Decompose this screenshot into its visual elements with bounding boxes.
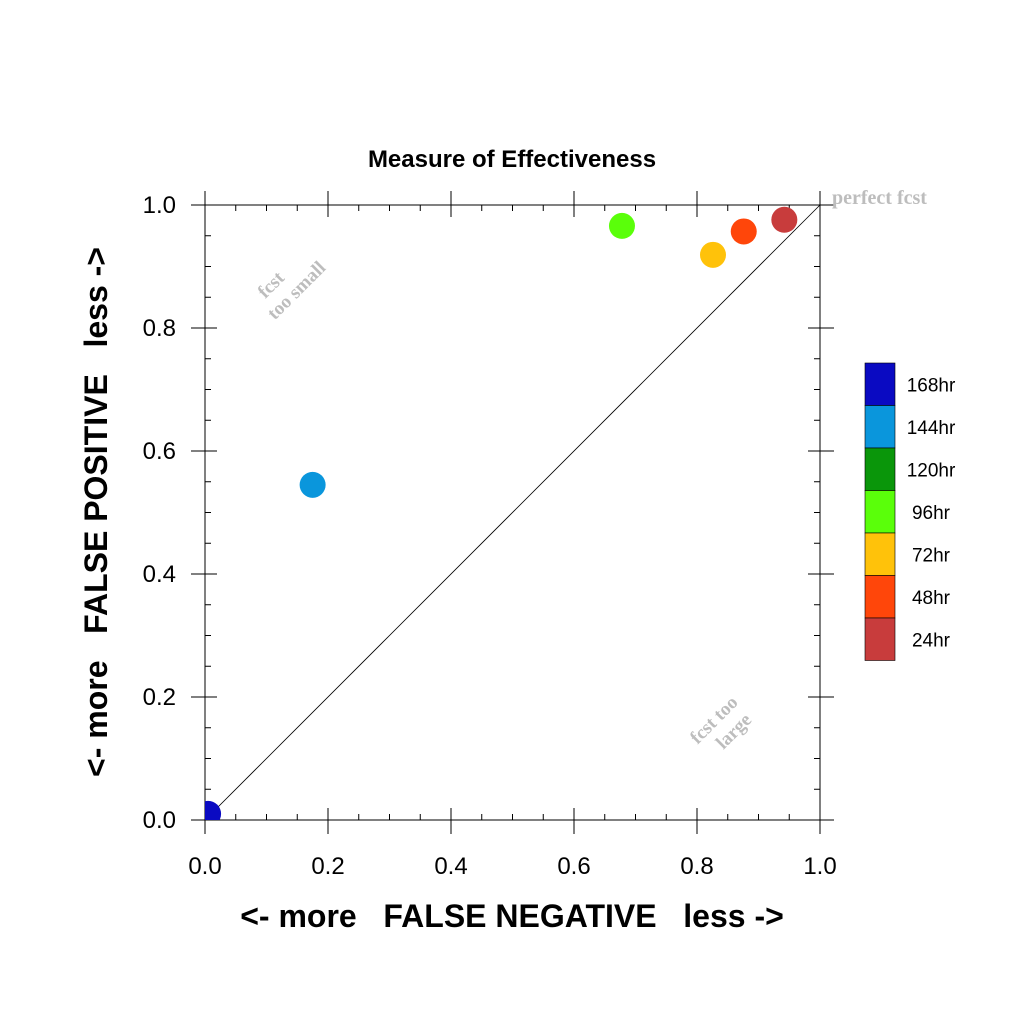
y-tick-label: 0.0 [143, 807, 176, 834]
annotation-fcst-too-large: fcst too large [686, 692, 756, 753]
legend-swatch-24hr [864, 617, 896, 661]
x-tick-label: 0.0 [188, 853, 221, 880]
data-point-144hr [299, 471, 326, 498]
data-point-96hr [608, 212, 635, 239]
data-point-72hr [699, 241, 726, 268]
legend-label-144hr: 144hr [907, 418, 956, 439]
legend-swatch-72hr [864, 532, 896, 576]
x-tick-label: 0.4 [434, 853, 467, 880]
data-point-48hr [730, 218, 757, 245]
legend-label-120hr: 120hr [907, 460, 956, 481]
legend-swatch-48hr [864, 575, 896, 619]
x-axis-label: <- more FALSE NEGATIVE less -> [240, 898, 784, 934]
legend-swatch-120hr [864, 447, 896, 491]
tick-labels: 0.0 0.2 0.4 0.6 0.8 1.0 0.0 0.2 0.4 0.6 0.8 1.0 [143, 192, 837, 880]
annotation-fcst-too-small: fcst too small [254, 257, 330, 324]
annotation-perfect-fcst: perfect fcst [832, 187, 927, 209]
y-tick-label: 0.4 [143, 561, 176, 588]
data-point-24hr [771, 206, 798, 233]
legend-label-168hr: 168hr [907, 375, 956, 396]
y-tick-label: 1.0 [143, 192, 176, 219]
x-tick-label: 0.2 [311, 853, 344, 880]
chart-title: Measure of Effectiveness [368, 146, 656, 173]
x-tick-label: 1.0 [803, 853, 836, 880]
legend-label-72hr: 72hr [912, 545, 951, 566]
legend-swatch-144hr [864, 405, 896, 449]
legend-label-96hr: 96hr [912, 503, 951, 524]
data-points [205, 206, 798, 820]
x-tick-label: 0.6 [557, 853, 590, 880]
legend-swatch-168hr [864, 362, 896, 406]
diagonal-reference-line [204, 204, 821, 821]
x-tick-label: 0.8 [680, 853, 713, 880]
legend-label-24hr: 24hr [912, 630, 951, 651]
data-point-168hr [205, 800, 222, 820]
y-axis-label: <- more FALSE POSITIVE less -> [78, 247, 114, 777]
legend-swatch-96hr [864, 490, 896, 534]
y-tick-label: 0.2 [143, 684, 176, 711]
y-tick-label: 0.6 [143, 438, 176, 465]
legend: 168hr 144hr 120hr 96hr 72hr 48hr 24hr [864, 362, 956, 661]
legend-label-48hr: 48hr [912, 588, 951, 609]
y-tick-label: 0.8 [143, 315, 176, 342]
